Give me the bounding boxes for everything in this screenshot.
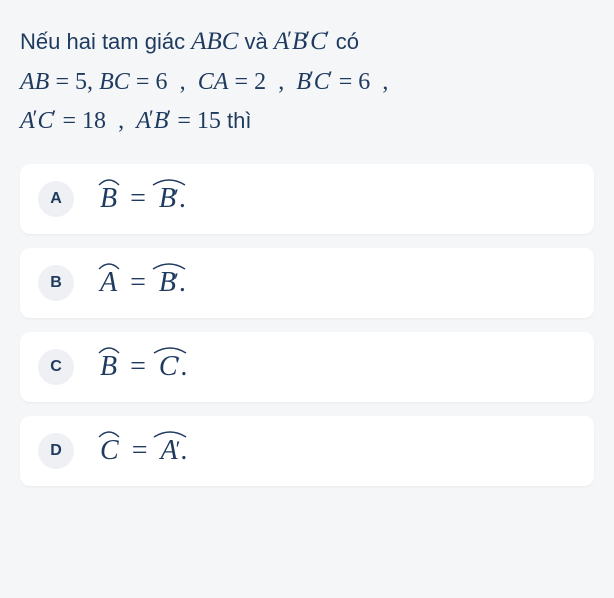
option-d-equation: C = A′ . — [100, 435, 187, 467]
option-c[interactable]: C B = C′ . — [20, 332, 594, 402]
angle-rhs: B′ — [159, 267, 179, 299]
triangle-1: ABC — [191, 28, 238, 55]
side-ApBp-val: 15 — [197, 108, 221, 134]
side-CA: CA — [198, 69, 229, 95]
side-BC: BC — [99, 69, 130, 95]
option-letter: D — [38, 433, 74, 469]
question-text: Nếu hai tam giác — [20, 29, 191, 54]
option-c-equation: B = C′ . — [100, 351, 187, 383]
angle-lhs: B — [100, 183, 117, 215]
option-d[interactable]: D C = A′ . — [20, 416, 594, 486]
option-b[interactable]: B A = B′ . — [20, 248, 594, 318]
question-text: và — [238, 29, 273, 54]
question-text: có — [330, 29, 359, 54]
side-CA-val: 2 — [254, 69, 266, 95]
option-b-equation: A = B′ . — [100, 267, 186, 299]
option-a-equation: B = B′ . — [100, 183, 186, 215]
side-BC-val: 6 — [155, 69, 167, 95]
side-AB-val: 5 — [75, 69, 87, 95]
option-letter: A — [38, 181, 74, 217]
question-text: thì — [221, 108, 252, 133]
angle-lhs: A — [100, 267, 117, 299]
angle-rhs: C′ — [159, 351, 181, 383]
option-a[interactable]: A B = B′ . — [20, 164, 594, 234]
angle-rhs: A′ — [160, 435, 180, 467]
angle-lhs: B — [100, 351, 117, 383]
side-ApCp-val: 18 — [82, 108, 106, 134]
option-letter: C — [38, 349, 74, 385]
side-BpCp-val: 6 — [358, 69, 370, 95]
question-stem: Nếu hai tam giác ABC và A′B′C′ có AB = 5… — [20, 22, 594, 140]
angle-rhs: B′ — [159, 183, 179, 215]
option-letter: B — [38, 265, 74, 301]
side-AB: AB — [20, 69, 49, 95]
angle-lhs: C — [100, 435, 119, 467]
